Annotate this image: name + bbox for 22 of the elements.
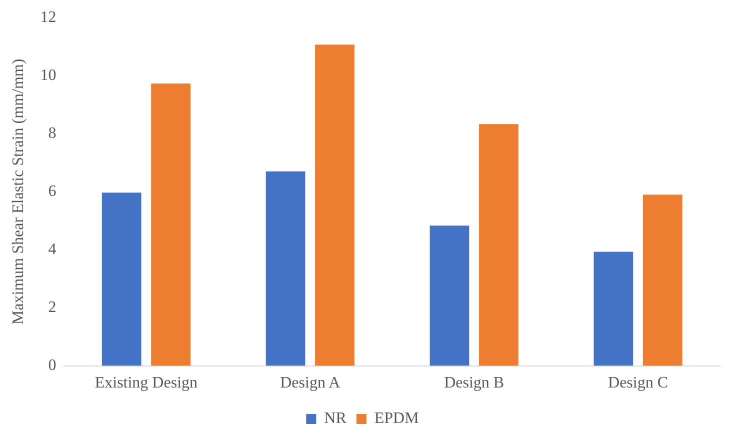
y-tick-label: 2: [48, 298, 56, 316]
y-tick-label: 4: [48, 240, 56, 258]
legend-label: EPDM: [374, 410, 419, 428]
legend-label: NR: [324, 410, 347, 428]
y-tick-label: 0: [48, 357, 56, 374]
x-tick-label: Design A: [280, 374, 341, 392]
bar: [642, 194, 682, 366]
y-axis-title: Maximum Shear Elastic Strain (mm/mm): [10, 58, 27, 325]
bar: [102, 192, 142, 366]
bar: [315, 44, 354, 366]
x-tick-label: Design B: [444, 374, 504, 392]
bar: [478, 124, 518, 366]
bar: [430, 226, 470, 366]
bar: [151, 83, 190, 366]
x-tick-label: Existing Design: [94, 374, 198, 392]
x-tick-label: Design C: [608, 374, 668, 392]
y-tick-label: 6: [48, 182, 56, 200]
bar: [266, 171, 306, 366]
y-tick-label: 12: [40, 8, 56, 26]
bar: [594, 252, 634, 366]
y-tick-label: 10: [40, 66, 56, 84]
y-tick-label: 8: [48, 124, 56, 142]
